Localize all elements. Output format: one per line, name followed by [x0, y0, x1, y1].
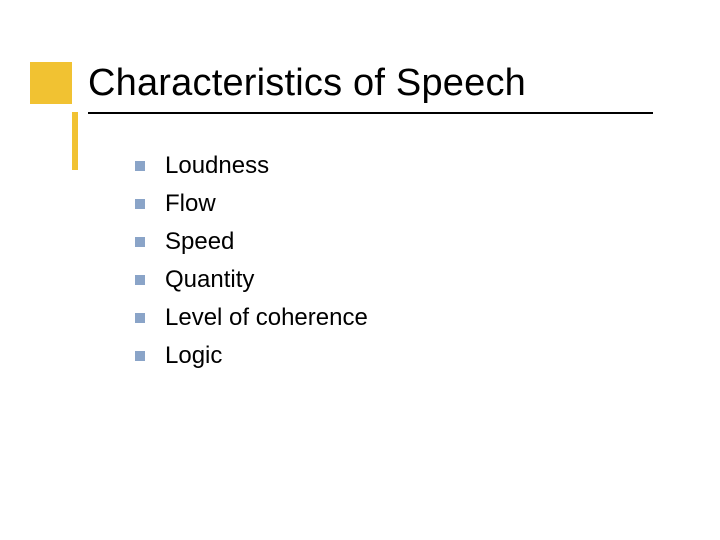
list-item: Quantity: [135, 264, 368, 296]
bullet-label: Speed: [165, 228, 234, 256]
bullet-icon: [135, 275, 145, 285]
list-item: Loudness: [135, 150, 368, 182]
bullet-icon: [135, 313, 145, 323]
slide-title: Characteristics of Speech: [88, 62, 526, 105]
bullet-icon: [135, 351, 145, 361]
accent-bar: [72, 112, 78, 170]
bullet-icon: [135, 199, 145, 209]
bullet-label: Loudness: [165, 152, 269, 180]
bullet-label: Logic: [165, 342, 222, 370]
bullet-label: Level of coherence: [165, 304, 368, 332]
bullet-label: Flow: [165, 190, 216, 218]
list-item: Level of coherence: [135, 302, 368, 334]
bullet-icon: [135, 237, 145, 247]
bullet-icon: [135, 161, 145, 171]
accent-square: [30, 62, 72, 104]
bullet-label: Quantity: [165, 266, 254, 294]
list-item: Logic: [135, 340, 368, 372]
list-item: Speed: [135, 226, 368, 258]
list-item: Flow: [135, 188, 368, 220]
title-underline: [88, 112, 653, 114]
bullet-list: Loudness Flow Speed Quantity Level of co…: [135, 150, 368, 378]
